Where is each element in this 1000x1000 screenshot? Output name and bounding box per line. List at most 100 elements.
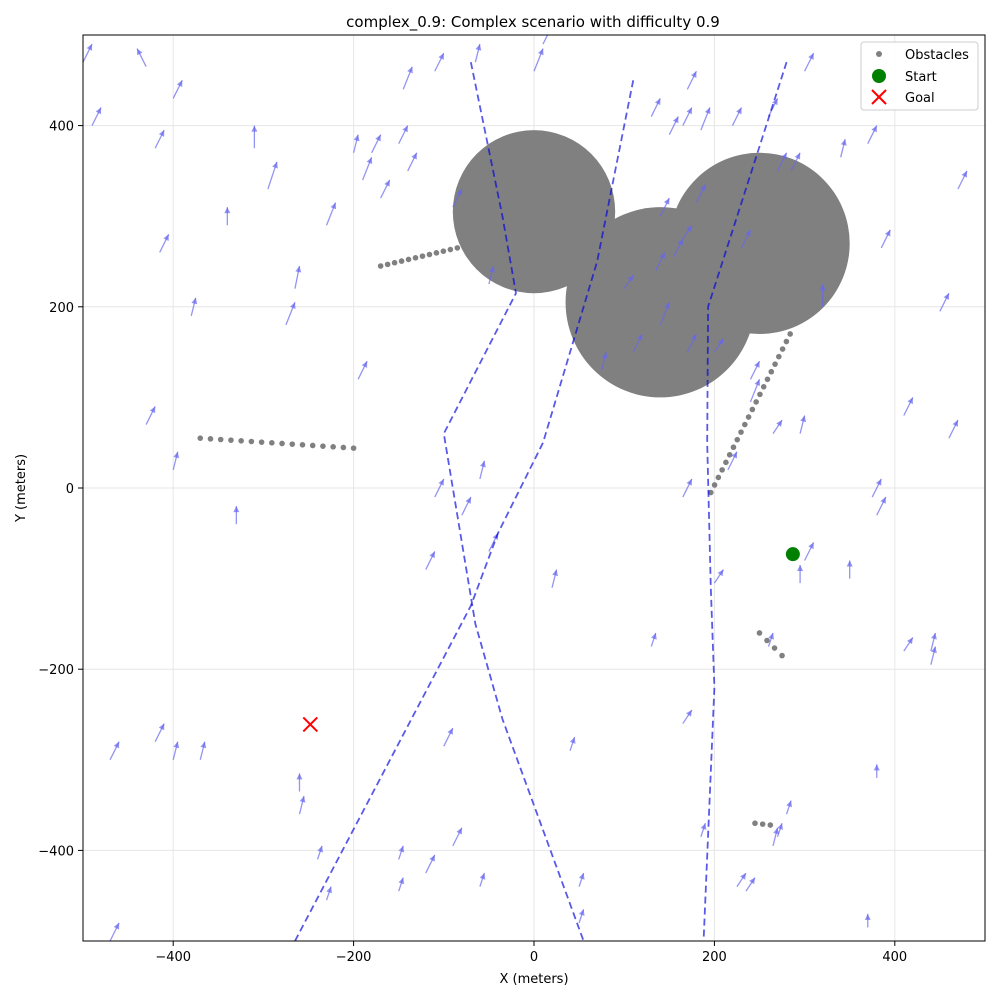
y-tick-label: 200 xyxy=(49,301,74,316)
wind-vector-arrow xyxy=(673,238,684,258)
obstacle-point xyxy=(391,259,398,266)
wind-vector-arrow xyxy=(380,179,391,199)
obstacle-point xyxy=(289,441,296,447)
obstacle-point xyxy=(258,439,265,445)
y-axis-label: Y (meters) xyxy=(14,454,29,523)
wind-vector-arrow xyxy=(682,224,693,240)
wind-vector-arrow xyxy=(285,302,296,326)
obstacle-point xyxy=(279,440,285,447)
obstacle-point xyxy=(454,245,461,251)
x-tick-label: 400 xyxy=(882,950,907,965)
obstacle-point xyxy=(767,822,774,828)
x-tick-label: −400 xyxy=(155,950,191,965)
x-tick-label: 0 xyxy=(530,950,538,965)
wind-vector-arrow xyxy=(864,913,871,928)
wind-vector-arrow xyxy=(578,909,585,924)
wind-vector-arrow xyxy=(434,478,445,498)
wind-vector-arrow xyxy=(745,877,756,892)
obstacle-point xyxy=(723,459,729,466)
obstacle-point xyxy=(412,254,419,261)
wind-vector-arrow xyxy=(479,872,486,887)
obstacle-point xyxy=(776,353,782,360)
wind-vector-arrow xyxy=(772,827,780,847)
wind-vector-arrow xyxy=(632,333,643,353)
wind-vector-arrow xyxy=(659,302,670,326)
wind-vector-arrow xyxy=(91,107,102,126)
wind-vector-arrow xyxy=(425,551,436,570)
wind-vector-arrow xyxy=(362,157,373,181)
wind-vector-arrow xyxy=(296,773,303,792)
legend-goal-label: Goal xyxy=(905,91,935,106)
wind-vector-arrow xyxy=(785,800,793,815)
wind-vector-arrow xyxy=(727,451,738,471)
obstacle-point xyxy=(309,442,316,449)
wind-vector-arrow xyxy=(371,134,382,154)
obstacle-point xyxy=(377,263,384,269)
wind-vector-arrow xyxy=(267,161,278,190)
obstacle-point xyxy=(779,346,786,352)
wind-vector-arrow xyxy=(767,632,774,647)
y-tick-label: 0 xyxy=(66,482,74,497)
obstacle-point xyxy=(759,821,766,827)
legend-obstacles-label: Obstacles xyxy=(905,48,969,63)
wind-vector-arrow xyxy=(871,478,882,498)
obstacle-point xyxy=(217,436,224,443)
path-line xyxy=(702,61,788,941)
wind-vector-arrow xyxy=(443,727,454,747)
obstacle-point xyxy=(405,256,412,263)
wind-vector-arrow xyxy=(930,646,937,665)
wind-vector-arrow xyxy=(772,419,783,434)
obstacle-point xyxy=(238,438,244,444)
obstacle-point xyxy=(340,444,347,451)
wind-vector-arrow xyxy=(650,98,661,117)
obstacle-point xyxy=(207,436,214,442)
y-tick-label: −400 xyxy=(38,844,74,859)
legend-obstacles-marker xyxy=(876,51,882,57)
obstacle-point xyxy=(768,368,775,375)
obstacle-point xyxy=(707,489,714,496)
wind-vector-arrow xyxy=(172,451,180,471)
obstacles-layer xyxy=(197,130,850,828)
obstacle-point xyxy=(726,451,733,458)
obstacle-point xyxy=(398,258,405,264)
wind-vector-arrow xyxy=(767,98,779,117)
obstacle-point xyxy=(299,442,306,448)
obstacle-point xyxy=(350,445,357,451)
obstacle-point xyxy=(771,645,778,651)
wind-vector-arrow xyxy=(700,107,711,131)
wind-vector-arrow xyxy=(172,80,183,99)
wind-vector-arrow xyxy=(479,460,486,480)
wind-vector-arrow xyxy=(939,292,950,312)
wind-vector-arrow xyxy=(804,542,815,561)
wind-vector-arrow xyxy=(474,43,482,63)
wind-vector-arrow xyxy=(668,116,679,135)
obstacle-point xyxy=(330,444,336,450)
obstacle-point xyxy=(433,250,440,256)
wind-vector-arrow xyxy=(145,406,156,425)
wind-vector-arrow xyxy=(731,107,743,126)
path-line xyxy=(442,61,585,941)
paths-layer xyxy=(294,61,788,941)
wind-vector-arrow xyxy=(686,70,697,90)
obstacle-point xyxy=(738,429,744,435)
wind-vector-arrow xyxy=(740,229,752,249)
wind-vector-arrow xyxy=(623,274,634,290)
wind-vector-arrow xyxy=(425,854,436,874)
wind-vector-arrow xyxy=(136,48,147,67)
obstacle-point xyxy=(711,482,718,488)
wind-vector-arrow xyxy=(294,265,302,289)
wind-vector-arrow xyxy=(199,741,207,760)
obstacle-point xyxy=(197,435,204,441)
wind-vector-arrow xyxy=(749,379,761,403)
wind-vector-arrow xyxy=(682,107,693,126)
wind-vector-arrow xyxy=(930,632,937,652)
wind-vector-arrow xyxy=(948,419,959,439)
wind-vector-arrow xyxy=(357,360,368,380)
wind-vector-arrow xyxy=(840,139,847,158)
wind-vector-arrow xyxy=(83,43,93,63)
obstacle-point xyxy=(742,421,748,428)
path-line xyxy=(294,80,635,941)
wind-vector-arrow xyxy=(190,297,198,317)
x-axis-label: X (meters) xyxy=(499,972,568,987)
